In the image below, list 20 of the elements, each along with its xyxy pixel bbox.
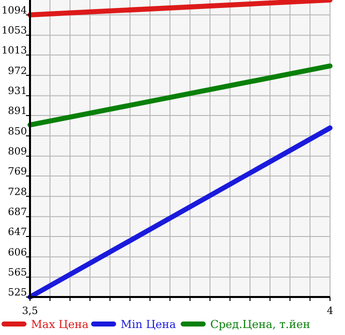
y-tick-label: 972	[8, 66, 27, 77]
legend-label: Min Цена	[120, 318, 176, 331]
y-tick-label: 931	[8, 86, 27, 98]
y-tick-label: 769	[8, 166, 27, 178]
y-tick-label: 606	[8, 247, 27, 258]
y-tick-label: 525	[8, 288, 27, 298]
y-tick-label: 647	[8, 227, 27, 238]
y-tick-label: 687	[8, 207, 27, 218]
x-tick-label: 4	[326, 306, 334, 317]
y-tick-label: 565	[8, 268, 27, 279]
y-tick-label: 1094	[2, 5, 27, 16]
legend-label: Сред.Цена, т.йен	[210, 318, 310, 331]
y-tick-label: 728	[8, 186, 27, 198]
x-tick-label: 3,5	[22, 306, 38, 317]
legend-label: Max Цена	[31, 318, 89, 331]
y-tick-label: 1053	[2, 26, 27, 37]
y-tick-label: 809	[8, 146, 27, 158]
y-tick-label: 850	[8, 126, 27, 138]
y-tick-label: 891	[8, 106, 27, 118]
y-tick-label: 1013	[2, 46, 27, 57]
